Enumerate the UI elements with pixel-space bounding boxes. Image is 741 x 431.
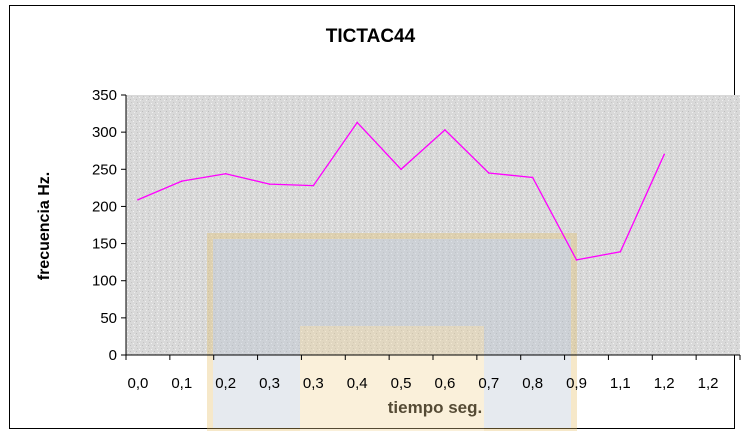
- x-tick-label: 0,8: [522, 375, 543, 392]
- y-tick-label: 50: [100, 310, 117, 327]
- x-tick-label: 1,2: [654, 375, 675, 392]
- data-point: [356, 121, 359, 124]
- data-point: [224, 172, 227, 175]
- plot-area: [126, 95, 740, 355]
- y-tick-label: 0: [109, 347, 117, 364]
- data-point: [444, 129, 446, 131]
- y-tick-label: 100: [92, 273, 117, 290]
- series-group: [137, 121, 666, 261]
- x-axis-label: tiempo seg.: [0, 398, 741, 418]
- data-point: [487, 172, 490, 174]
- data-point: [575, 259, 578, 261]
- data-point: [400, 168, 402, 171]
- data-point: [663, 153, 666, 156]
- x-tick-label: 0,3: [259, 375, 280, 392]
- y-tick-label: 300: [92, 124, 117, 141]
- data-point: [531, 176, 534, 179]
- y-tick-label: 150: [92, 236, 117, 253]
- x-tick-label: 1,2: [698, 375, 719, 392]
- x-tick-label: 0,7: [478, 375, 499, 392]
- y-tick-label: 250: [92, 161, 117, 178]
- watermark-emblem: [207, 233, 577, 431]
- y-tick-label: 350: [92, 87, 117, 104]
- x-tick-label: 0,0: [127, 375, 148, 392]
- x-tick-label: 0,1: [171, 375, 192, 392]
- x-tick-label: 0,3: [303, 375, 324, 392]
- x-tick-label: 0,5: [391, 375, 412, 392]
- x-tick-label: 1,1: [610, 375, 631, 392]
- data-point: [312, 184, 315, 187]
- data-point: [268, 183, 271, 185]
- chart-title: TICTAC44: [325, 26, 416, 47]
- data-point: [180, 180, 183, 182]
- x-tick-label: 0,9: [566, 375, 587, 392]
- data-point: [137, 198, 139, 201]
- x-tick-label: 0,4: [347, 375, 368, 392]
- x-tick-label: 0,2: [215, 375, 236, 392]
- data-point: [619, 250, 622, 253]
- x-tick-label: 0,6: [434, 375, 455, 392]
- y-axis: 0 50 100 150 200 250 300 350: [92, 87, 127, 364]
- y-tick-label: 200: [92, 198, 117, 215]
- x-axis: 0,0 0,1 0,2 0,3 0,3 0,4 0,5 0,6 0,7 0,8 0,9 1,1 1,2 1…: [125, 354, 741, 392]
